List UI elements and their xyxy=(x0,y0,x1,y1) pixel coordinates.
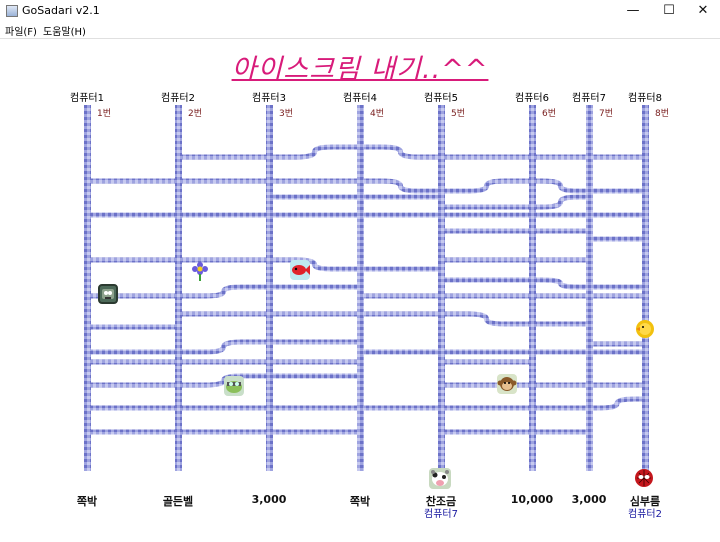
window-title: GoSadari v2.1 xyxy=(22,4,100,17)
prize-label-6: 10,000 xyxy=(510,493,554,506)
ladder-rail-6 xyxy=(529,105,536,471)
player-label-4: 컴퓨터4 xyxy=(343,93,377,104)
lane-number-2: 2번 xyxy=(188,109,203,119)
prize-label-2: 골든벨 xyxy=(162,495,194,508)
player-label-7: 컴퓨터7 xyxy=(572,93,606,104)
yellow-chick-icon[interactable] xyxy=(634,318,656,340)
menu-bar: 파일(F) 도움말(H) xyxy=(0,22,720,39)
ladder-rail-2 xyxy=(175,105,182,471)
minimize-button[interactable]: — xyxy=(626,3,640,18)
ladder-rung xyxy=(535,277,586,290)
lane-number-8: 8번 xyxy=(655,109,670,119)
ladder-rail-4 xyxy=(357,105,364,471)
prize-label-5: 찬조금 xyxy=(425,495,457,508)
lane-number-4: 4번 xyxy=(370,109,385,119)
ladder-graphic xyxy=(84,105,649,471)
ladder-rung xyxy=(592,396,642,411)
player-label-1: 컴퓨터1 xyxy=(70,93,104,104)
ladder-rung xyxy=(272,144,357,160)
ladder-rails xyxy=(84,105,649,471)
prize-label-8: 심부름 xyxy=(629,495,661,508)
player-label-2: 컴퓨터2 xyxy=(161,93,195,104)
close-button[interactable]: ✕ xyxy=(697,3,709,18)
player-label-5: 컴퓨터5 xyxy=(424,93,458,104)
red-fish-icon[interactable] xyxy=(290,260,310,280)
menu-file[interactable]: 파일(F) xyxy=(5,27,37,38)
lane-number-6: 6번 xyxy=(542,109,557,119)
monkey-avatar-icon[interactable] xyxy=(497,374,517,394)
ladder-rung xyxy=(363,178,438,194)
player-label-6: 컴퓨터6 xyxy=(515,93,549,104)
menu-help[interactable]: 도움말(H) xyxy=(43,27,86,38)
frog-avatar-icon[interactable] xyxy=(224,376,244,396)
flower-icon[interactable] xyxy=(191,261,209,281)
lane-number-3: 3번 xyxy=(279,109,294,119)
ladder-rung xyxy=(181,339,266,355)
ladder-rung xyxy=(535,194,586,210)
ladder-rail-8 xyxy=(642,105,649,471)
prize-label-7: 3,000 xyxy=(571,493,607,506)
ladder-rung xyxy=(444,178,529,194)
ladder-rail-1 xyxy=(84,105,91,471)
ladder-rail-7 xyxy=(586,105,593,471)
ladder-board: 아이스크림 내기..^^ 컴퓨터1 컴퓨터2 컴퓨터3 컴퓨터4 컴퓨터5 컴퓨… xyxy=(0,39,720,542)
cow-avatar-icon[interactable] xyxy=(429,468,451,489)
lane-number-1: 1번 xyxy=(97,109,112,119)
ladder-rung xyxy=(363,144,438,160)
ladder-rail-5 xyxy=(438,105,445,471)
ladder-rung xyxy=(535,178,586,194)
game-headline: 아이스크림 내기..^^ xyxy=(231,54,489,85)
maximize-button[interactable]: ☐ xyxy=(663,3,675,18)
zombie-avatar-icon[interactable] xyxy=(98,284,118,304)
ladder-rungs xyxy=(90,144,642,435)
ladder-rung xyxy=(444,311,529,327)
ladder-rung xyxy=(272,257,357,272)
prize-label-3: 3,000 xyxy=(251,493,287,506)
winner-label-8: 컴퓨터2 xyxy=(628,509,662,520)
ladder-rail-3 xyxy=(266,105,273,471)
lane-number-7: 7번 xyxy=(599,109,614,119)
player-label-3: 컴퓨터3 xyxy=(252,93,286,104)
ladder-rung xyxy=(181,284,266,299)
player-label-8: 컴퓨터8 xyxy=(628,93,662,104)
winner-label-5: 컴퓨터7 xyxy=(424,509,458,520)
title-bar: GoSadari v2.1 — ☐ ✕ xyxy=(0,0,720,23)
spider-avatar-icon[interactable] xyxy=(633,467,655,489)
prize-label-4: 쪽박 xyxy=(349,495,371,508)
lane-number-5: 5번 xyxy=(451,109,466,119)
app-icon xyxy=(6,5,18,17)
prize-label-1: 쪽박 xyxy=(76,495,98,508)
